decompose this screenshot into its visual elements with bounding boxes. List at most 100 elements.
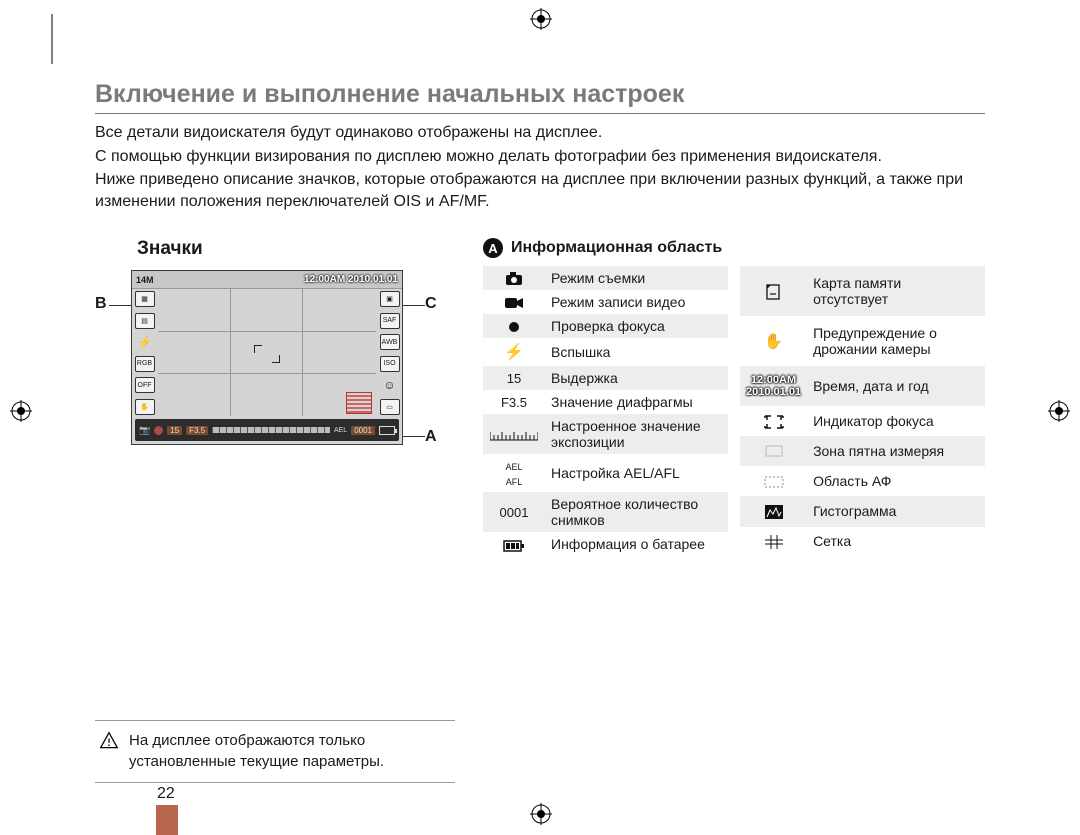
vf-focus-brackets — [254, 345, 280, 363]
table-row: Проверка фокуса — [483, 314, 728, 338]
vf-right-icons: ▣ SAF AWB ISO ☺ ▭ — [377, 289, 402, 416]
vf-ico-saf-icon: SAF — [380, 313, 400, 329]
viewfinder-screen: 14M 12:00AM 2010.01.01 ▦ ▤ ⚡ RGB — [131, 270, 403, 445]
vf-ico-meter-icon: ▣ — [380, 291, 400, 307]
icon-description: Настроенное значение экспозиции — [545, 414, 728, 454]
icon-description: Проверка фокуса — [545, 314, 728, 338]
note-text: На дисплее отображаются только установле… — [129, 731, 451, 772]
vf-left-icons: ▦ ▤ ⚡ RGB OFF ✋ — [132, 289, 157, 416]
vf-ico-awb-icon: AWB — [380, 334, 400, 350]
icon-table-left: Режим съемкиРежим записи видеоПроверка ф… — [483, 266, 728, 556]
scale-icon — [483, 414, 545, 454]
section-title: Информационная область — [511, 239, 722, 257]
intro-line: С помощью функции визирования по дисплею… — [95, 146, 985, 168]
table-row: 12:00AM2010.01.01Время, дата и год — [740, 366, 985, 406]
intro-line: Все детали видоискателя будут одинаково … — [95, 122, 985, 144]
icon-description: Карта памяти отсутствует — [807, 266, 985, 316]
icon-description: Выдержка — [545, 366, 728, 390]
table-row: ✋Предупреждение о дрожании камеры — [740, 316, 985, 366]
vf-ico-ois-icon: ✋ — [135, 399, 155, 415]
ael-icon: AELAFL — [483, 454, 545, 492]
table-row: F3.5Значение диафрагмы — [483, 390, 728, 414]
vf-ico-rgb-icon: RGB — [135, 356, 155, 372]
table-row: Режим записи видео — [483, 290, 728, 314]
icon-description: Настройка AEL/AFL — [545, 454, 728, 492]
icon-description: Вспышка — [545, 338, 728, 366]
manual-page: Включение и выполнение начальных настрое… — [95, 80, 985, 783]
callout-label-b: B — [95, 295, 107, 313]
dashed-icon — [740, 466, 807, 496]
nocard-icon — [740, 266, 807, 316]
vf-ico-flash-icon: ⚡ — [135, 334, 155, 350]
vf-frame-count: 0001 — [351, 426, 375, 435]
icon-description: Гистограмма — [807, 496, 985, 527]
viewfinder-diagram: B C A 14M 12:00AM 2010.01.01 — [95, 270, 455, 460]
crop-mark-bottom — [530, 803, 552, 825]
left-column: Значки B C A 14M 12:00AM 2010.01.01 — [95, 238, 455, 783]
vf-ico-off-icon: OFF — [135, 377, 155, 393]
brackets-icon — [740, 406, 807, 436]
table-row: Гистограмма — [740, 496, 985, 527]
dot-icon — [483, 314, 545, 338]
brkthin-icon — [740, 436, 807, 467]
icon-table-right: Карта памяти отсутствует✋Предупреждение … — [740, 266, 985, 556]
camera-icon — [483, 266, 545, 290]
table-row: 0001Вероятное количество снимков — [483, 492, 728, 532]
grid-icon — [740, 527, 807, 557]
icons-heading: Значки — [137, 238, 455, 260]
table-row: Карта памяти отсутствует — [740, 266, 985, 316]
vf-ico-color-icon: ▤ — [135, 313, 155, 329]
crop-mark-top — [530, 8, 552, 30]
tF35-icon: F3.5 — [483, 390, 545, 414]
vf-histogram-icon — [346, 392, 372, 414]
icon-description: Предупреждение о дрожании камеры — [807, 316, 985, 366]
note-box: На дисплее отображаются только установле… — [95, 720, 455, 783]
icon-description: Индикатор фокуса — [807, 406, 985, 436]
table-row: Сетка — [740, 527, 985, 557]
page-number: 22 — [157, 785, 175, 803]
info-area-heading: A Информационная область — [483, 238, 985, 258]
icon-description: Значение диафрагмы — [545, 390, 728, 414]
t15-icon: 15 — [483, 366, 545, 390]
crop-mark-left — [10, 400, 32, 422]
vf-ico-face-icon: ☺ — [380, 377, 400, 393]
vf-ev-scale — [212, 427, 330, 433]
histo-icon — [740, 496, 807, 527]
page-title: Включение и выполнение начальных настрое… — [95, 80, 985, 114]
vf-resolution: 14M — [136, 275, 154, 285]
icon-description: Информация о батарее — [545, 532, 728, 556]
callout-label-a: A — [425, 428, 437, 446]
table-row: Режим съемки — [483, 266, 728, 290]
vf-cam-icon: 📷 — [139, 425, 150, 436]
vf-battery-icon — [379, 426, 395, 435]
icon-description: Область АФ — [807, 466, 985, 496]
table-row: Зона пятна измеряя — [740, 436, 985, 467]
vf-timestamp: 12:00AM 2010.01.01 — [304, 274, 398, 285]
icon-tables: Режим съемкиРежим записи видеоПроверка ф… — [483, 266, 985, 556]
video-icon — [483, 290, 545, 314]
vf-shutter: 15 — [167, 426, 182, 435]
t0001-icon: 0001 — [483, 492, 545, 532]
icon-description: Режим записи видео — [545, 290, 728, 314]
flash-icon: ⚡ — [483, 338, 545, 366]
page-tab-accent — [156, 805, 178, 835]
table-row: Индикатор фокуса — [740, 406, 985, 436]
icon-description: Вероятное количество снимков — [545, 492, 728, 532]
vf-ico-grid-icon: ▦ — [135, 291, 155, 307]
hand-icon: ✋ — [740, 316, 807, 366]
table-row: Область АФ — [740, 466, 985, 496]
table-row: ⚡Вспышка — [483, 338, 728, 366]
icon-description: Зона пятна измеряя — [807, 436, 985, 467]
icon-description: Время, дата и год — [807, 366, 985, 406]
crop-line-tl — [44, 14, 60, 64]
vf-status-bar: 📷 15 F3.5 AEL 0001 — [135, 419, 399, 441]
vf-record-icon — [154, 426, 163, 435]
intro-text: Все детали видоискателя будут одинаково … — [95, 122, 985, 212]
intro-line: Ниже приведено описание значков, которые… — [95, 169, 985, 212]
vf-ico-iso-icon: ISO — [380, 356, 400, 372]
crop-mark-right — [1048, 400, 1070, 422]
table-row: 15Выдержка — [483, 366, 728, 390]
tstamp-icon: 12:00AM2010.01.01 — [740, 366, 807, 406]
vf-aperture: F3.5 — [186, 426, 208, 435]
icon-description: Режим съемки — [545, 266, 728, 290]
